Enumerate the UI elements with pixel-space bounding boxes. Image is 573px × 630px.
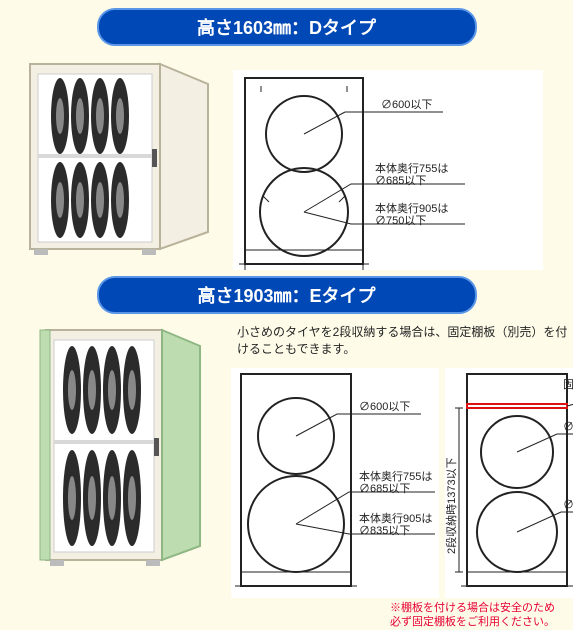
e2-dim-label: 2段収納時1373以下 xyxy=(445,457,458,554)
e1-bot-a: 本体奥行905は xyxy=(359,511,432,525)
section-e-type: 高さ1903㎜：Eタイプ xyxy=(0,274,573,630)
d-bot-label-b: ∅750以下 xyxy=(375,215,426,227)
caution-text: ※棚板を付ける場合は安全のため 必ず固定棚板をご利用ください。 xyxy=(10,601,563,630)
d-top-label: ∅600以下 xyxy=(381,99,432,111)
diagram-e2: 固定棚板 ∅600以下 ∅650以下 2段収納時1373以下 xyxy=(445,364,573,599)
e1-mid-a: 本体奥行755は xyxy=(359,469,432,483)
d-bot-label-a: 本体奥行905は xyxy=(375,201,448,215)
product-photo-d xyxy=(10,54,225,264)
header-d-type: 高さ1603㎜：Dタイプ xyxy=(97,8,477,46)
e2-shelf-label: 固定棚板 xyxy=(563,377,573,391)
diagram-e1: ∅600以下 本体奥行755は ∅685以下 本体奥行905は ∅835以下 xyxy=(231,364,439,599)
d-mid-label-a: 本体奥行755は xyxy=(375,161,448,175)
e1-bot-b: ∅835以下 xyxy=(359,525,410,537)
d-mid-label-b: ∅685以下 xyxy=(375,175,426,187)
note-e-type: 小さめのタイヤを2段収納する場合は、固定棚板（別売）を付けることもできます。 xyxy=(237,324,573,358)
product-photo-e xyxy=(10,322,225,599)
diagram-d: ∅600以下 本体奥行755は ∅685以下 本体奥行905は ∅750以下 xyxy=(233,64,543,274)
header-e-type: 高さ1903㎜：Eタイプ xyxy=(97,276,477,314)
e1-top-label: ∅600以下 xyxy=(359,401,410,413)
e2-top-label: ∅600以下 xyxy=(563,421,573,433)
section-d-type: 高さ1603㎜：Dタイプ xyxy=(0,0,573,274)
section-d-body: ∅600以下 本体奥行755は ∅685以下 本体奥行905は ∅750以下 xyxy=(10,54,563,274)
e2-bottom-label: ∅650以下 xyxy=(563,499,573,511)
e1-mid-b: ∅685以下 xyxy=(359,483,410,495)
